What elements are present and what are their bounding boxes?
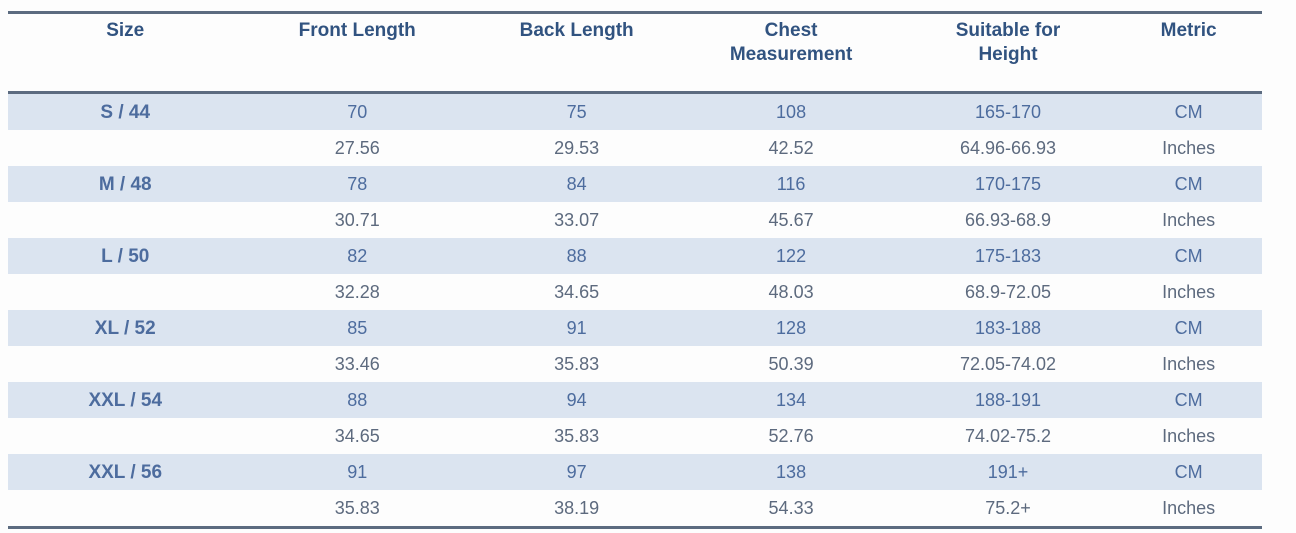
table-cell: 183-188 (974, 318, 1042, 338)
table-cell: 122 (776, 246, 807, 266)
column-header-label: Chest Measurement (729, 20, 853, 65)
table-cell: 116 (776, 174, 806, 194)
size-cell: XXL / 56 (88, 461, 163, 483)
column-header: Back Length (471, 12, 682, 94)
table-cell: 97 (566, 462, 587, 482)
table-cell: 88 (347, 390, 368, 410)
size-cell (8, 202, 242, 238)
size-cell (8, 418, 242, 454)
table-cell: CM (1174, 246, 1203, 266)
size-cell (8, 346, 242, 382)
table-cell: 175-183 (974, 246, 1042, 266)
table-cell: Inches (1162, 138, 1216, 158)
table-cell: 72.05-74.02 (959, 354, 1057, 374)
table-row: L / 50 82 88 122 175-183 CM (8, 238, 1262, 274)
table-cell: 170-175 (974, 174, 1042, 194)
table-cell: 91 (347, 462, 368, 482)
table-cell: 128 (776, 318, 807, 338)
table-cell: 108 (776, 102, 807, 122)
table-cell: CM (1174, 174, 1203, 194)
table-cell: 91 (566, 318, 587, 338)
size-cell (8, 274, 242, 310)
table-cell: 188-191 (974, 390, 1042, 410)
table-row: 34.65 35.83 52.76 74.02-75.2 Inches (8, 418, 1262, 454)
table-cell: 29.53 (554, 138, 600, 158)
table-cell: 33.46 (334, 354, 380, 374)
table-row: XL / 52 85 91 128 183-188 CM (8, 310, 1262, 346)
table-row: 32.28 34.65 48.03 68.9-72.05 Inches (8, 274, 1262, 310)
size-cell (8, 130, 242, 166)
table-cell: 191+ (987, 462, 1029, 482)
column-header: Size (8, 12, 243, 94)
table-cell: 82 (347, 246, 368, 266)
table-body: S / 44 70 75 108 165-170 CM 27.56 29.53 42.52 64.… (8, 92, 1262, 528)
size-cell: M / 48 (98, 173, 152, 195)
table-cell: 68.9-72.05 (964, 282, 1052, 302)
table-cell: 85 (347, 318, 368, 338)
table-cell: 138 (776, 462, 807, 482)
table-cell: Inches (1162, 354, 1216, 374)
table-cell: 66.93-68.9 (964, 210, 1052, 230)
table-cell: 165-170 (974, 102, 1042, 122)
table-cell: 35.83 (554, 426, 600, 446)
size-cell (8, 490, 242, 528)
table-cell: 34.65 (554, 282, 600, 302)
column-header: Suitable for Height (900, 12, 1116, 94)
table-cell: 35.83 (554, 354, 600, 374)
size-cell: S / 44 (100, 101, 151, 123)
table-cell: 33.07 (554, 210, 600, 230)
table-cell: 70 (347, 102, 368, 122)
table-cell: 52.76 (768, 426, 814, 446)
table-cell: 30.71 (334, 210, 380, 230)
column-header: Chest Measurement (681, 12, 901, 94)
size-cell: L / 50 (101, 245, 150, 267)
table-header-row: Size Front Length Back Length Chest Measure… (8, 12, 1262, 94)
table-cell: CM (1174, 102, 1203, 122)
table-cell: 75.2+ (985, 498, 1031, 518)
table-cell: 75 (566, 102, 587, 122)
table-row: 30.71 33.07 45.67 66.93-68.9 Inches (8, 202, 1262, 238)
table-cell: 50.39 (768, 354, 814, 374)
size-cell: XL / 52 (94, 317, 156, 339)
table-cell: 48.03 (768, 282, 814, 302)
table-cell: 88 (566, 246, 587, 266)
table-cell: 45.67 (768, 210, 814, 230)
table-row: S / 44 70 75 108 165-170 CM (8, 92, 1262, 130)
table-cell: 42.52 (768, 138, 814, 158)
size-cell: XXL / 54 (88, 389, 163, 411)
table-cell: Inches (1162, 210, 1216, 230)
table-cell: Inches (1162, 426, 1216, 446)
table-cell: 35.83 (334, 498, 380, 518)
table-cell: 54.33 (768, 498, 814, 518)
column-header-label: Back Length (519, 20, 634, 41)
column-header: Front Length (242, 12, 472, 94)
column-header-label: Size (106, 20, 145, 41)
table-row: 35.83 38.19 54.33 75.2+ Inches (8, 490, 1262, 528)
table-cell: 94 (566, 390, 587, 410)
table-row: 27.56 29.53 42.52 64.96-66.93 Inches (8, 130, 1262, 166)
table-row: M / 48 78 84 116 170-175 CM (8, 166, 1262, 202)
table-row: 33.46 35.83 50.39 72.05-74.02 Inches (8, 346, 1262, 382)
column-header-label: Suitable for Height (955, 20, 1061, 65)
table-row: XXL / 56 91 97 138 191+ CM (8, 454, 1262, 490)
table-cell: CM (1174, 318, 1203, 338)
size-chart-table: Size Front Length Back Length Chest Measure… (8, 11, 1262, 529)
table-cell: CM (1174, 462, 1203, 482)
table-cell: 64.96-66.93 (959, 138, 1057, 158)
table-cell: Inches (1162, 282, 1216, 302)
table-cell: 34.65 (334, 426, 380, 446)
table-cell: CM (1174, 390, 1203, 410)
table-cell: 84 (566, 174, 587, 194)
table-cell: 134 (776, 390, 807, 410)
table-cell: 27.56 (334, 138, 380, 158)
table-row: XXL / 54 88 94 134 188-191 CM (8, 382, 1262, 418)
column-header: Metric (1115, 12, 1262, 94)
table-cell: 38.19 (554, 498, 600, 518)
column-header-label: Front Length (298, 20, 416, 41)
table-cell: 78 (347, 174, 368, 194)
table-cell: 74.02-75.2 (964, 426, 1052, 446)
table-cell: 32.28 (334, 282, 380, 302)
column-header-label: Metric (1160, 20, 1217, 41)
table-cell: Inches (1162, 498, 1216, 518)
